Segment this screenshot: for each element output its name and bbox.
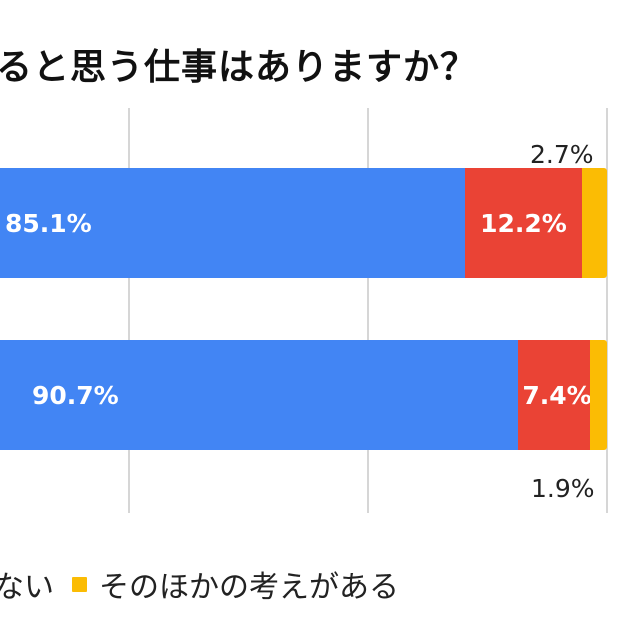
bar-2-segment-3 — [590, 340, 607, 450]
bar-2-segment-2: 7.4% — [518, 340, 592, 450]
bar-row-1: 85.1% 12.2% — [0, 168, 607, 278]
legend-item-no: ない — [0, 562, 54, 606]
bar-2-external-label: 1.9% — [531, 474, 595, 503]
legend: ない そのほかの考えがある — [0, 562, 417, 606]
legend-label-other: そのほかの考えがある — [99, 570, 399, 605]
bar-1-segment-2: 12.2% — [465, 168, 582, 278]
legend-item-other: そのほかの考えがある — [72, 562, 399, 606]
bar-1-segment-1-label: 85.1% — [5, 208, 92, 238]
bar-2-segment-1-label: 90.7% — [32, 380, 119, 410]
gridline-50 — [128, 108, 130, 513]
chart-title: ると思う仕事はありますか？ — [0, 47, 478, 88]
bar-2-segment-1: 90.7% — [0, 340, 518, 450]
bar-1-segment-3 — [582, 168, 607, 278]
plot-area: 85.1% 12.2% 90.7% 7.4% — [0, 108, 608, 513]
bar-row-2: 90.7% 7.4% — [0, 340, 607, 450]
bar-2-segment-2-label: 7.4% — [522, 380, 592, 410]
bar-1-external-label: 2.7% — [530, 140, 594, 169]
gridline-75 — [367, 108, 369, 513]
bar-1-segment-2-label: 12.2% — [480, 208, 567, 238]
legend-label-no: ない — [0, 570, 54, 605]
gridline-100 — [606, 108, 608, 513]
legend-swatch-yellow — [72, 576, 87, 592]
bar-1-segment-1: 85.1% — [0, 168, 465, 278]
